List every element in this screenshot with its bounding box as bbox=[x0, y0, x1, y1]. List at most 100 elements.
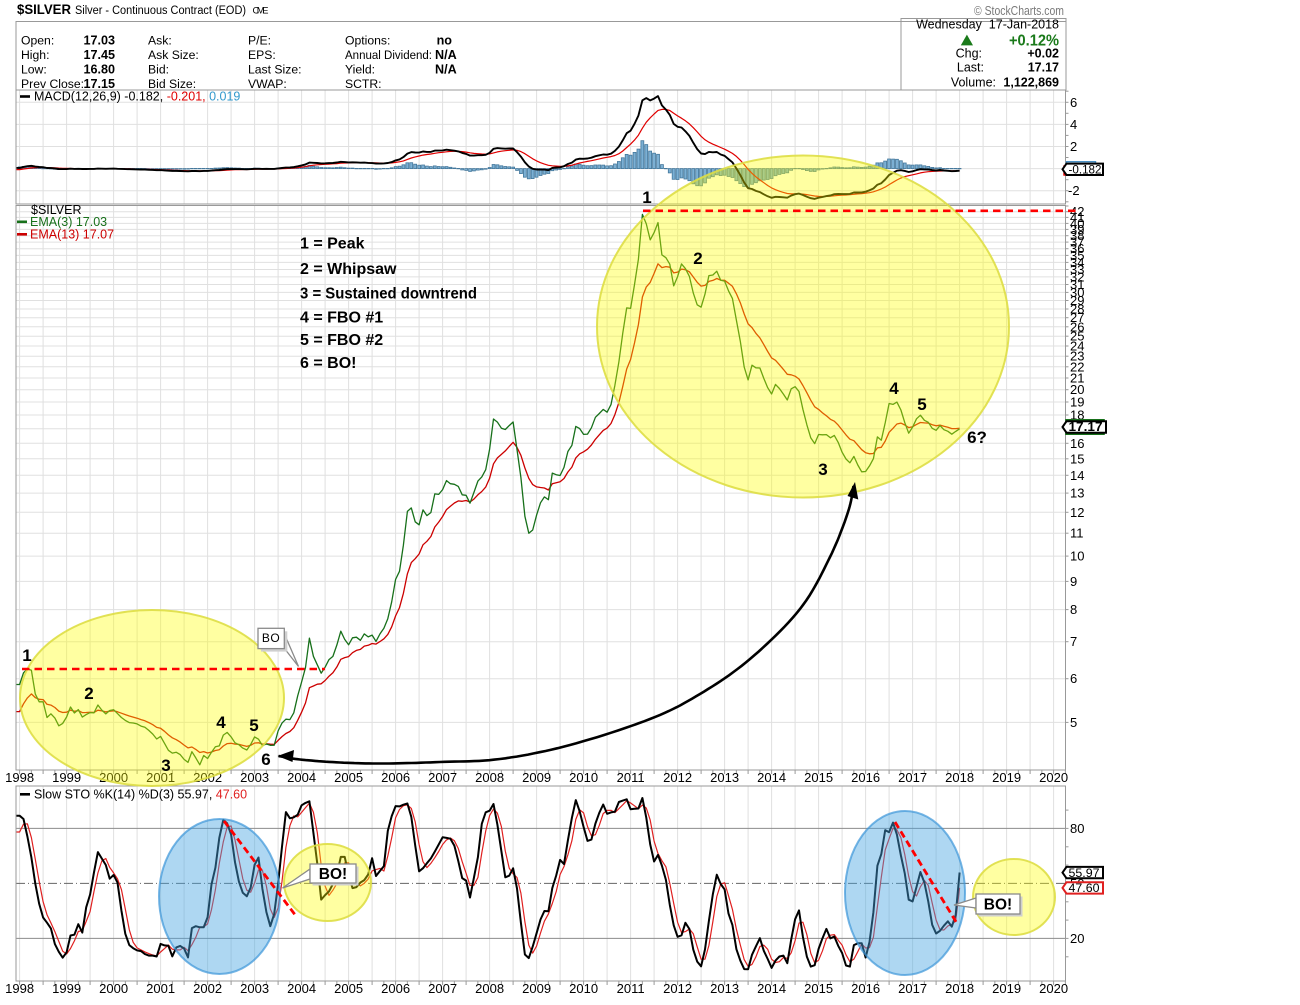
svg-text:17.03: 17.03 bbox=[83, 34, 115, 48]
svg-text:2002: 2002 bbox=[193, 981, 222, 996]
svg-text:2008: 2008 bbox=[475, 981, 504, 996]
svg-text:6: 6 bbox=[1070, 671, 1077, 686]
svg-text:2016: 2016 bbox=[851, 770, 880, 785]
svg-text:1999: 1999 bbox=[52, 770, 81, 785]
svg-text:2013: 2013 bbox=[710, 981, 739, 996]
svg-text:2015: 2015 bbox=[804, 770, 833, 785]
svg-text:Options:: Options: bbox=[345, 34, 390, 48]
svg-text:VWAP:: VWAP: bbox=[248, 77, 287, 91]
svg-text:3: 3 bbox=[161, 756, 170, 775]
svg-text:5: 5 bbox=[1070, 715, 1077, 730]
svg-text:2011: 2011 bbox=[617, 981, 645, 996]
svg-text:Ask Size:: Ask Size: bbox=[148, 48, 199, 62]
svg-text:Annual Dividend:: Annual Dividend: bbox=[345, 48, 432, 62]
svg-text:47.60: 47.60 bbox=[1069, 881, 1100, 895]
svg-text:-0.182: -0.182 bbox=[1069, 163, 1102, 177]
svg-text:2013: 2013 bbox=[710, 770, 739, 785]
svg-text:17.45: 17.45 bbox=[83, 48, 115, 62]
svg-text:2003: 2003 bbox=[240, 770, 269, 785]
svg-text:EMA(13) 17.07: EMA(13) 17.07 bbox=[30, 228, 114, 242]
svg-text:17.15: 17.15 bbox=[83, 77, 115, 91]
svg-text:1998: 1998 bbox=[5, 981, 34, 996]
svg-text:55.97: 55.97 bbox=[1069, 866, 1100, 880]
svg-text:EPS:: EPS: bbox=[248, 48, 276, 62]
svg-text:2: 2 bbox=[84, 684, 93, 703]
svg-text:2: 2 bbox=[693, 249, 702, 268]
svg-text:6 = BO!: 6 = BO! bbox=[300, 355, 356, 372]
svg-text:2004: 2004 bbox=[287, 981, 316, 996]
svg-text:Open:: Open: bbox=[21, 34, 54, 48]
svg-text:3: 3 bbox=[818, 460, 827, 479]
svg-text:MACD(12,26,9) -0.182, -0.201,: MACD(12,26,9) -0.182, -0.201, 0.019 bbox=[34, 90, 240, 104]
svg-text:2000: 2000 bbox=[99, 981, 128, 996]
svg-text:2 = Whipsaw: 2 = Whipsaw bbox=[300, 261, 397, 278]
svg-text:1,122,869: 1,122,869 bbox=[1003, 76, 1059, 90]
svg-text:BO!: BO! bbox=[984, 897, 1012, 914]
svg-text:Silver - Continuous Contract (: Silver - Continuous Contract (EOD) bbox=[75, 5, 246, 17]
svg-text:5: 5 bbox=[917, 395, 926, 414]
svg-text:14: 14 bbox=[1070, 468, 1084, 483]
svg-text:2020: 2020 bbox=[1039, 770, 1068, 785]
svg-text:7: 7 bbox=[1070, 634, 1077, 649]
svg-text:2008: 2008 bbox=[475, 770, 504, 785]
svg-text:no: no bbox=[437, 34, 453, 48]
svg-text:Low:: Low: bbox=[21, 63, 47, 77]
svg-text:2014: 2014 bbox=[757, 981, 786, 996]
svg-text:2: 2 bbox=[1070, 139, 1077, 154]
svg-text:Chg:: Chg: bbox=[956, 47, 982, 61]
svg-text:16: 16 bbox=[1070, 436, 1084, 451]
svg-text:4: 4 bbox=[889, 379, 899, 398]
svg-text:2009: 2009 bbox=[522, 981, 551, 996]
svg-text:17.17: 17.17 bbox=[1028, 61, 1059, 75]
svg-text:BO!: BO! bbox=[319, 866, 347, 883]
svg-text:2018: 2018 bbox=[945, 770, 974, 785]
svg-text:SCTR:: SCTR: bbox=[345, 77, 382, 91]
svg-text:2012: 2012 bbox=[663, 981, 692, 996]
svg-text:2010: 2010 bbox=[569, 770, 598, 785]
svg-text:2019: 2019 bbox=[992, 981, 1021, 996]
svg-text:Prev Close:: Prev Close: bbox=[21, 77, 84, 91]
svg-text:Last:: Last: bbox=[957, 61, 984, 75]
svg-text:11: 11 bbox=[1070, 526, 1084, 541]
svg-text:Bid:: Bid: bbox=[148, 63, 169, 77]
svg-text:2004: 2004 bbox=[287, 770, 316, 785]
svg-text:2018: 2018 bbox=[945, 981, 974, 996]
svg-text:2005: 2005 bbox=[334, 981, 363, 996]
svg-text:8: 8 bbox=[1070, 602, 1077, 617]
svg-text:4: 4 bbox=[1070, 117, 1077, 132]
svg-text:2017: 2017 bbox=[898, 981, 927, 996]
svg-text:CME: CME bbox=[253, 6, 269, 17]
svg-text:© StockCharts.com: © StockCharts.com bbox=[974, 4, 1064, 18]
svg-text:2014: 2014 bbox=[757, 770, 786, 785]
svg-text:15: 15 bbox=[1070, 451, 1084, 466]
svg-text:Slow STO %K(14) %D(3) 55.97, 4: Slow STO %K(14) %D(3) 55.97, 47.60 bbox=[34, 788, 247, 802]
svg-text:10: 10 bbox=[1070, 549, 1084, 564]
svg-text:2007: 2007 bbox=[428, 981, 457, 996]
svg-text:6: 6 bbox=[261, 750, 270, 769]
svg-text:13: 13 bbox=[1070, 486, 1084, 501]
svg-text:5 = FBO #2: 5 = FBO #2 bbox=[300, 332, 383, 349]
svg-text:2007: 2007 bbox=[428, 770, 457, 785]
svg-text:Bid Size:: Bid Size: bbox=[148, 77, 196, 91]
svg-text:-2: -2 bbox=[1068, 183, 1080, 198]
svg-text:12: 12 bbox=[1070, 505, 1084, 520]
svg-text:+0.02: +0.02 bbox=[1027, 47, 1059, 61]
svg-text:High:: High: bbox=[21, 48, 49, 62]
svg-text:2011: 2011 bbox=[617, 770, 645, 785]
svg-text:BO: BO bbox=[262, 631, 280, 645]
svg-text:5: 5 bbox=[249, 716, 258, 735]
svg-text:20: 20 bbox=[1070, 931, 1084, 946]
svg-text:2012: 2012 bbox=[663, 770, 692, 785]
svg-text:2006: 2006 bbox=[381, 770, 410, 785]
svg-text:6?: 6? bbox=[967, 428, 987, 447]
svg-text:Wednesday 17-Jan-2018: Wednesday 17-Jan-2018 bbox=[916, 18, 1059, 32]
svg-text:N/A: N/A bbox=[435, 63, 457, 77]
svg-text:Ask:: Ask: bbox=[148, 34, 172, 48]
svg-text:80: 80 bbox=[1070, 821, 1084, 836]
svg-text:1: 1 bbox=[642, 188, 651, 207]
svg-text:P/E:: P/E: bbox=[248, 34, 271, 48]
svg-text:Yield:: Yield: bbox=[345, 63, 375, 77]
svg-text:4: 4 bbox=[216, 713, 226, 732]
svg-text:2017: 2017 bbox=[898, 770, 927, 785]
svg-text:6: 6 bbox=[1070, 95, 1077, 110]
